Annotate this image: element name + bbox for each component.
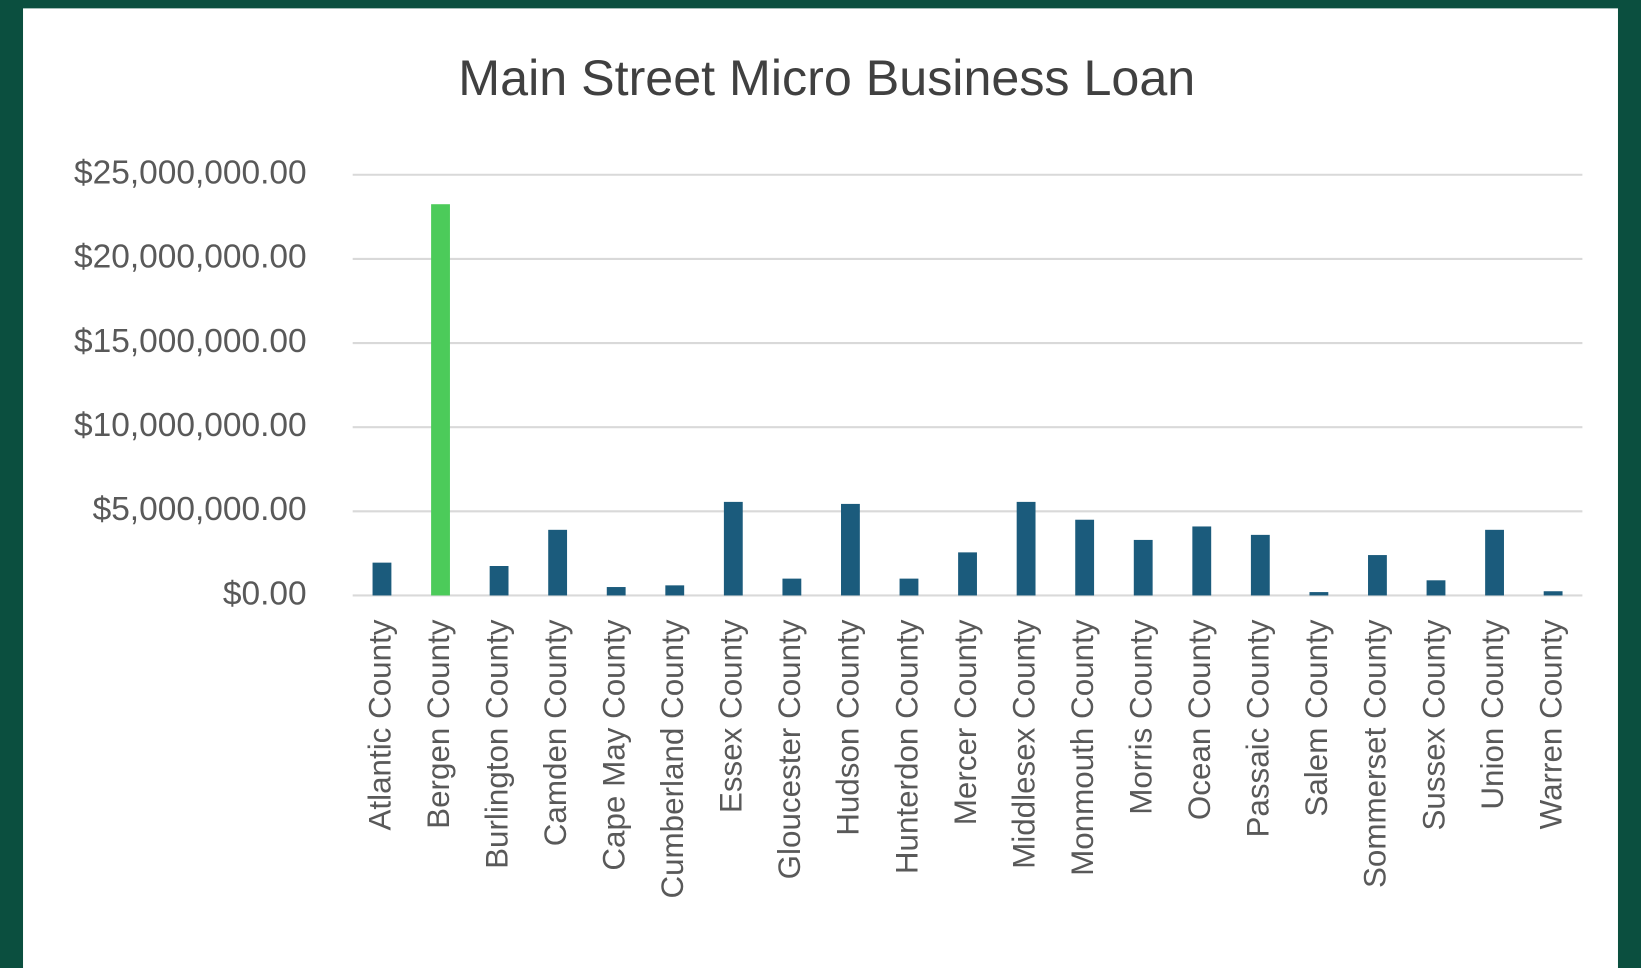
bar [665,585,685,596]
bar [899,578,919,596]
x-tick-label: Essex County [714,619,749,813]
bar [431,204,450,596]
x-tick-label: Bergen County [421,619,456,829]
x-tick-label: Burlington County [479,619,514,869]
x-tick-label: Atlantic County [362,619,397,830]
y-tick-label: $5,000,000.00 [93,491,307,528]
y-tick-label: $25,000,000.00 [74,155,307,192]
bar [548,529,568,596]
x-tick-label: Cape May County [596,619,631,870]
x-tick-label: Hudson County [831,619,866,836]
bar [841,503,860,596]
chart-panel [23,8,1618,968]
chart-title: Main Street Micro Business Loan [458,50,1195,106]
bar [1309,592,1329,596]
bar [1543,591,1563,596]
y-tick-label: $0.00 [223,575,307,612]
y-tick-label: $20,000,000.00 [74,239,307,276]
bar [1192,526,1212,596]
x-tick-label: Passaic County [1241,619,1276,837]
x-tick-label: Ocean County [1182,619,1217,820]
bar [723,501,743,596]
x-tick-label: Sussex County [1416,619,1451,830]
bar [782,578,802,596]
x-tick-label: Hunterdon County [889,619,924,874]
bar [1426,580,1446,596]
bar [1133,539,1153,596]
bar [489,566,509,596]
bar [1016,501,1036,596]
bar [606,587,626,596]
bar [1368,555,1387,596]
bar [372,562,392,596]
x-tick-label: Salem County [1299,619,1334,816]
x-tick-label: Mercer County [948,619,983,825]
x-tick-label: Union County [1475,619,1510,809]
x-tick-label: Middlesex County [1006,619,1041,869]
x-tick-label: Warren County [1533,619,1568,829]
bar [1485,529,1504,596]
bar [1075,519,1095,596]
x-tick-label: Sommerset County [1358,619,1393,888]
bar [958,552,977,596]
x-tick-label: Camden County [538,619,573,846]
y-tick-label: $10,000,000.00 [74,407,307,444]
y-tick-label: $15,000,000.00 [74,323,307,360]
x-tick-label: Morris County [1124,619,1159,815]
bar [1250,534,1270,596]
x-tick-label: Gloucester County [772,619,807,879]
x-tick-label: Monmouth County [1065,619,1100,876]
x-tick-label: Cumberland County [655,619,690,898]
